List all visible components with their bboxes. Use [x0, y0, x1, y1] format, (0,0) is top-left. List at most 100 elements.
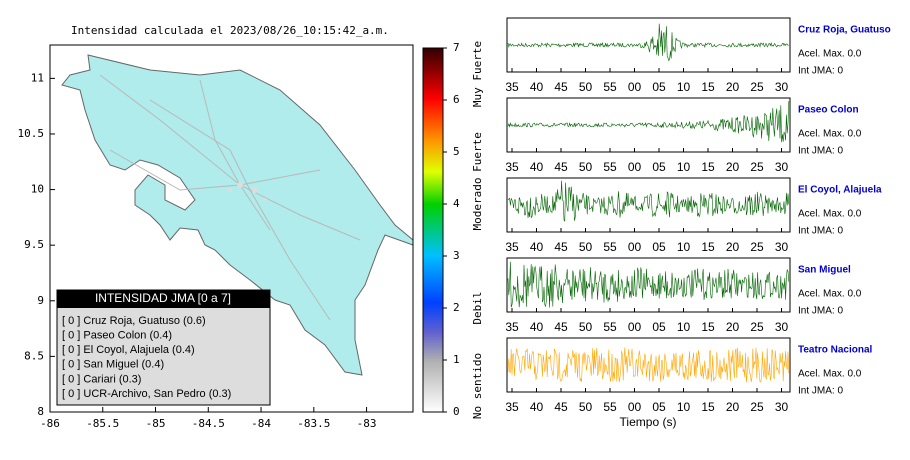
colorbar-tick-label: 4	[453, 197, 460, 210]
wave-frame-top	[506, 177, 791, 233]
station-name: Teatro Nacional	[798, 345, 872, 356]
station-name: El Coyol, Alajuela	[798, 185, 882, 196]
wave-tick-label: 40	[530, 320, 544, 334]
x-tick-label: -85.5	[86, 417, 119, 430]
station-name: Paseo Colon	[798, 105, 859, 116]
station-int: Int JMA: 0	[798, 146, 843, 157]
wave-tick-label: 45	[554, 80, 568, 94]
y-tick-label: 9	[37, 294, 44, 307]
wave-tick-label: 05	[652, 80, 666, 94]
wave-tick-label: 35	[505, 240, 519, 254]
colorbar	[422, 47, 444, 413]
colorbar-label: No sentido	[471, 353, 484, 419]
station-int: Int JMA: 0	[798, 226, 843, 237]
wave-tick-label: 30	[775, 400, 789, 414]
wave-tick-label: 00	[628, 320, 642, 334]
waveform	[507, 347, 790, 383]
wave-frame-top	[506, 97, 791, 153]
wave-tick-label: 55	[603, 160, 617, 174]
legend-entry: [ 0 ] El Coyol, Alajuela (0.4)	[62, 344, 195, 356]
wave-tick-label: 15	[701, 240, 715, 254]
wave-tick-label: 00	[628, 400, 642, 414]
station-accel: Acel. Max. 0.0	[798, 369, 862, 380]
colorbar-label: Moderado	[471, 178, 484, 231]
station-accel: Acel. Max. 0.0	[798, 129, 862, 140]
wave-tick-label: 25	[750, 320, 764, 334]
wave-tick-label: 00	[628, 160, 642, 174]
wave-tick-label: 30	[775, 320, 789, 334]
legend-entry: [ 0 ] San Miguel (0.4)	[62, 359, 164, 371]
colorbar-tick-label: 5	[453, 145, 460, 158]
colorbar-tick-label: 2	[453, 301, 460, 314]
wave-tick-label: 00	[628, 80, 642, 94]
wave-tick-label: 35	[505, 400, 519, 414]
legend-entry: [ 0 ] Paseo Colon (0.4)	[62, 330, 172, 342]
wave-tick-label: 20	[726, 160, 740, 174]
wave-tick-label: 10	[677, 320, 691, 334]
x-tick-label: -85	[146, 417, 166, 430]
legend-title: INTENSIDAD JMA [0 a 7]	[95, 291, 231, 305]
station-accel: Acel. Max. 0.0	[798, 289, 862, 300]
colorbar-label: Muy Fuerte	[471, 41, 484, 107]
wave-tick-label: 45	[554, 240, 568, 254]
wave-tick-label: 50	[579, 320, 593, 334]
y-tick-label: 11	[31, 71, 44, 84]
wave-tick-label: 45	[554, 160, 568, 174]
waveform	[507, 261, 790, 308]
wave-tick-label: 50	[579, 160, 593, 174]
wave-tick-label: 40	[530, 160, 544, 174]
station-int: Int JMA: 0	[798, 386, 843, 397]
y-tick-label: 9.5	[24, 238, 44, 251]
wave-tick-label: 20	[726, 320, 740, 334]
map-frame	[49, 44, 414, 413]
wave-tick-label: 40	[530, 240, 544, 254]
wave-tick-label: 25	[750, 80, 764, 94]
x-tick-label: -86	[40, 417, 60, 430]
wave-tick-label: 05	[652, 160, 666, 174]
legend-entry: [ 0 ] Cruz Roja, Guatuso (0.6)	[62, 315, 206, 327]
y-tick-label: 8.5	[24, 349, 44, 362]
wave-frame	[506, 97, 791, 153]
y-tick-label: 10	[31, 183, 44, 196]
wave-tick-label: 55	[603, 80, 617, 94]
wave-tick-label: 40	[530, 400, 544, 414]
colorbar-tick-label: 1	[453, 353, 460, 366]
colorbar-label: Fuerte	[471, 132, 484, 172]
colorbar-tick-label: 3	[453, 249, 460, 262]
station-name: Cruz Roja, Guatuso	[798, 25, 891, 36]
waveform	[507, 23, 789, 62]
wave-tick-label: 05	[652, 320, 666, 334]
wave-tick-label: 30	[775, 240, 789, 254]
wave-tick-label: 10	[677, 400, 691, 414]
wave-tick-label: 55	[603, 240, 617, 254]
colorbar-tick-label: 6	[453, 93, 460, 106]
wave-tick-label: 55	[603, 320, 617, 334]
map-title: Intensidad calculada el 2023/08/26_10:15…	[71, 24, 389, 37]
wave-tick-label: 35	[505, 160, 519, 174]
wave-frame-top	[506, 337, 791, 393]
x-tick-label: -83.5	[297, 417, 330, 430]
station-int: Int JMA: 0	[798, 306, 843, 317]
stations-cluster	[228, 182, 267, 202]
wave-tick-label: 35	[505, 80, 519, 94]
wave-tick-label: 20	[726, 400, 740, 414]
x-tick-label: -83	[357, 417, 377, 430]
x-tick-label: -84.5	[192, 417, 225, 430]
wave-tick-label: 45	[554, 400, 568, 414]
wave-tick-label: 45	[554, 320, 568, 334]
wave-tick-label: 15	[701, 80, 715, 94]
wave-tick-label: 10	[677, 80, 691, 94]
wave-tick-label: 50	[579, 240, 593, 254]
y-tick-label: 8	[37, 405, 44, 418]
wave-tick-label: 50	[579, 80, 593, 94]
wave-tick-label: 05	[652, 240, 666, 254]
waveform	[507, 101, 790, 143]
wave-tick-label: 15	[701, 320, 715, 334]
wave-tick-label: 55	[603, 400, 617, 414]
legend-entry: [ 0 ] Cariari (0.3)	[62, 373, 141, 385]
wave-frame-top	[506, 257, 791, 313]
wave-tick-label: 25	[750, 400, 764, 414]
wave-tick-label: 20	[726, 240, 740, 254]
wave-tick-label: 50	[579, 400, 593, 414]
